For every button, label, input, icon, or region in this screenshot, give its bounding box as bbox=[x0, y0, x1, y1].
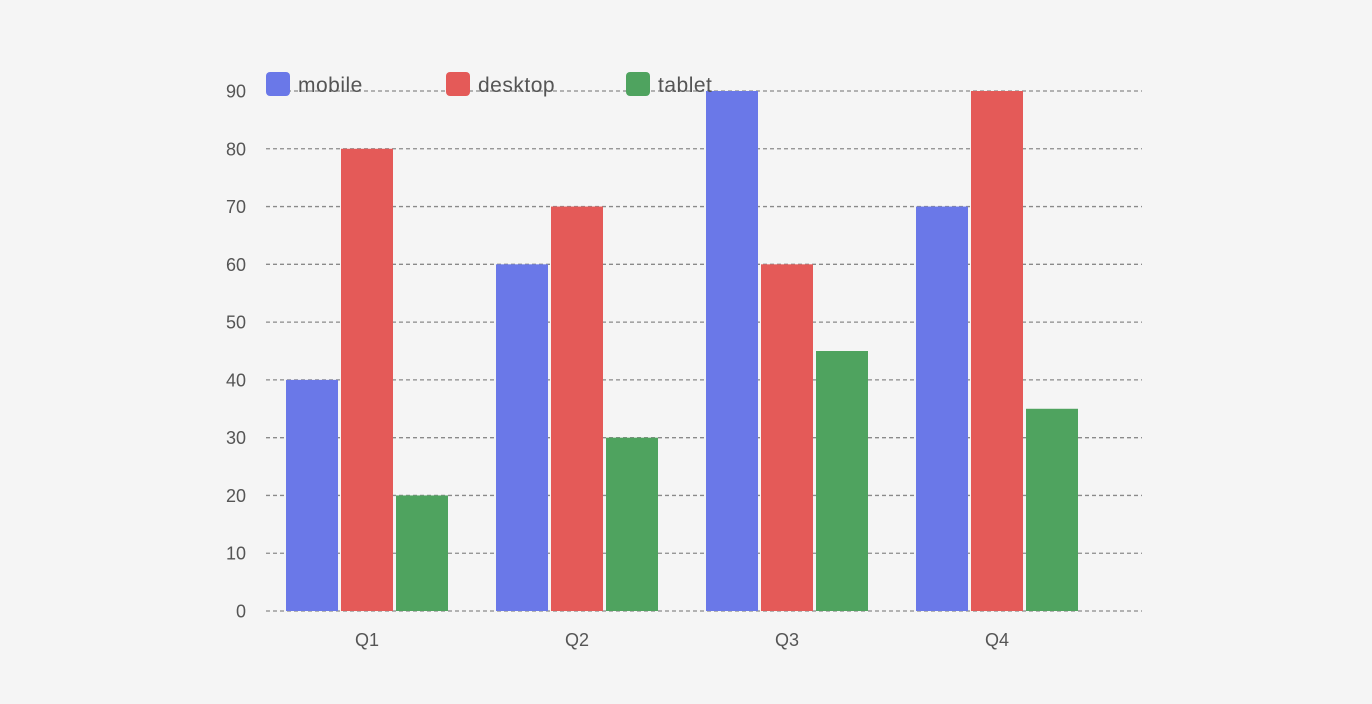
bar-tablet-Q1[interactable] bbox=[396, 495, 448, 611]
legend-item-desktop[interactable]: desktop bbox=[446, 72, 555, 97]
y-tick-label: 60 bbox=[226, 255, 246, 275]
legend-swatch bbox=[626, 72, 650, 96]
bar-mobile-Q1[interactable] bbox=[286, 379, 338, 611]
bar-mobile-Q4[interactable] bbox=[916, 206, 968, 612]
bar-desktop-Q1[interactable] bbox=[341, 148, 393, 611]
y-tick-label: 40 bbox=[226, 370, 246, 390]
legend-label: tablet bbox=[658, 74, 712, 97]
bar-tablet-Q2[interactable] bbox=[606, 437, 658, 611]
bar-tablet-Q3[interactable] bbox=[816, 351, 868, 611]
legend-item-tablet[interactable]: tablet bbox=[626, 72, 712, 97]
y-axis: 0 10 20 30 40 50 60 70 80 90 bbox=[226, 82, 246, 622]
bar-mobile-Q2[interactable] bbox=[496, 264, 548, 611]
y-tick-label: 0 bbox=[236, 602, 246, 622]
y-tick-label: 20 bbox=[226, 486, 246, 506]
bar-desktop-Q3[interactable] bbox=[761, 264, 813, 611]
y-tick-label: 70 bbox=[226, 197, 246, 217]
legend-label: mobile bbox=[298, 74, 363, 97]
bar-tablet-Q4[interactable] bbox=[1026, 408, 1078, 611]
legend-swatch bbox=[266, 72, 290, 96]
y-tick-label: 90 bbox=[226, 82, 246, 102]
x-tick-label: Q4 bbox=[985, 630, 1009, 650]
x-tick-label: Q3 bbox=[775, 630, 799, 650]
bar-desktop-Q2[interactable] bbox=[551, 206, 603, 612]
legend-label: desktop bbox=[478, 74, 555, 97]
legend-swatch bbox=[446, 72, 470, 96]
x-axis: Q1 Q2 Q3 Q4 bbox=[355, 630, 1009, 650]
legend-item-mobile[interactable]: mobile bbox=[266, 72, 363, 97]
bars bbox=[286, 91, 1078, 612]
x-tick-label: Q1 bbox=[355, 630, 379, 650]
bar-desktop-Q4[interactable] bbox=[971, 91, 1023, 611]
y-tick-label: 80 bbox=[226, 139, 246, 159]
y-tick-label: 50 bbox=[226, 313, 246, 333]
legend: mobile desktop tablet bbox=[266, 72, 712, 97]
y-tick-label: 30 bbox=[226, 428, 246, 448]
x-tick-label: Q2 bbox=[565, 630, 589, 650]
y-tick-label: 10 bbox=[226, 544, 246, 564]
bar-mobile-Q3[interactable] bbox=[706, 91, 758, 611]
